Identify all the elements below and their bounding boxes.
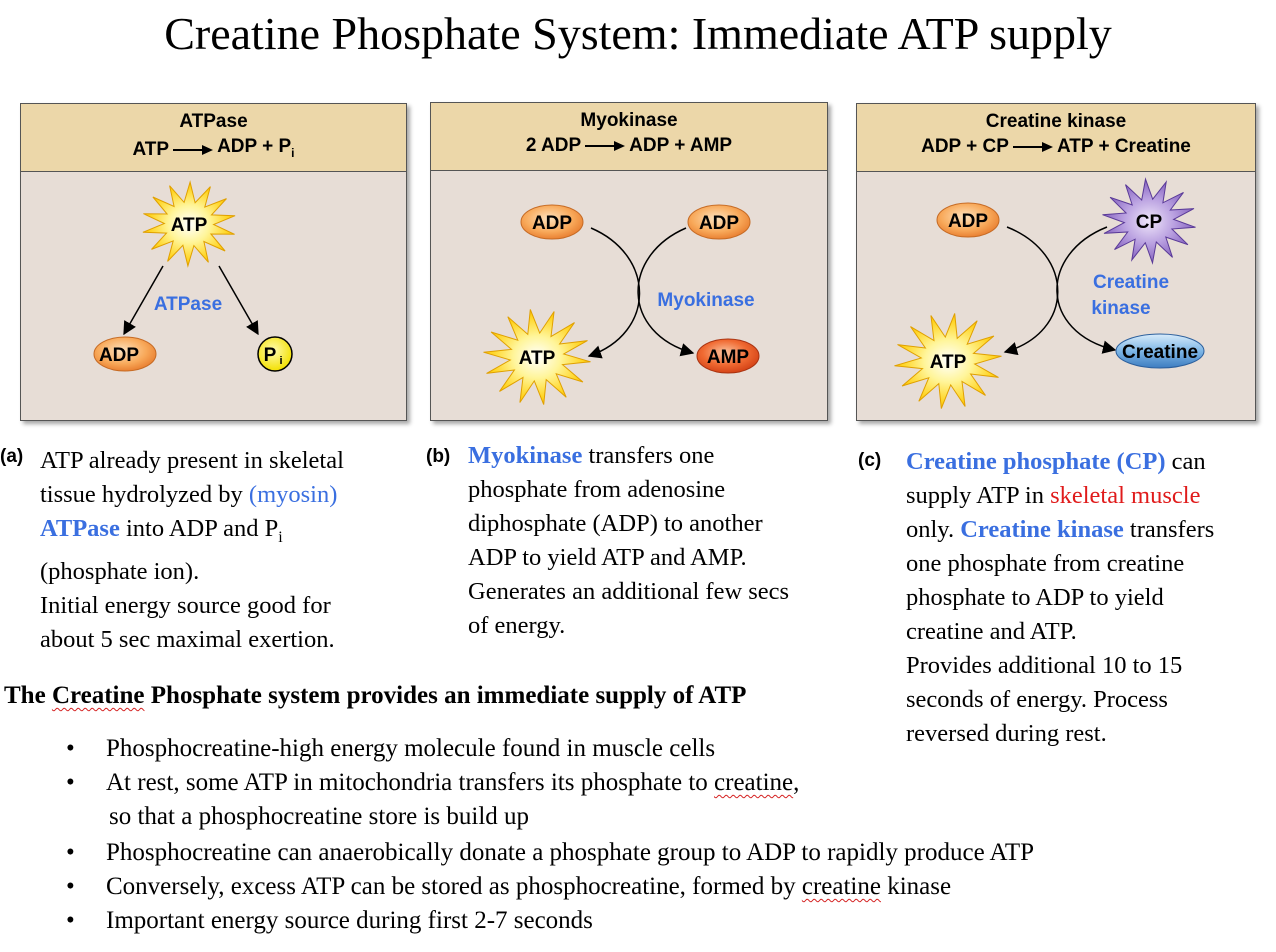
amp-molecule-icon: AMP: [696, 338, 760, 374]
panel-header: Creatine kinase ADP + CP ATP + Creatine: [857, 104, 1255, 172]
node-adp: ADP: [532, 213, 572, 234]
reactants: ATP: [132, 139, 170, 161]
arrow-to-creatine: [1056, 226, 1117, 354]
bullet-icon: •: [66, 769, 75, 796]
arrow-to-pi: [218, 265, 259, 336]
arrow-to-amp: [637, 227, 695, 357]
svg-text:i: i: [279, 355, 282, 367]
caption-c: Creatine phosphate (CP) can supply ATP i…: [906, 448, 1215, 747]
reaction-arrow-icon: [1012, 141, 1053, 152]
enzyme-name: ATPase: [179, 111, 248, 132]
panel-letter-b: (b): [426, 446, 451, 467]
node-amp: AMP: [707, 347, 750, 368]
reactants: ADP + CP: [921, 136, 1009, 157]
bullet-icon: •: [66, 735, 75, 762]
panel-header: ATPase ATP ADP + Pi: [21, 104, 406, 172]
enzyme-name: Myokinase: [580, 110, 678, 131]
bullet-icon: •: [66, 907, 75, 934]
reaction-arrow-icon: [585, 140, 626, 151]
node-creatine: Creatine: [1122, 342, 1198, 363]
creatine-molecule-icon: Creatine: [1115, 333, 1205, 369]
atp-starburst-icon: ATP: [894, 313, 1002, 409]
arrow-to-adp: [123, 265, 164, 336]
node-pi: P: [264, 345, 277, 366]
reactants: 2 ADP: [525, 135, 582, 156]
caption-a: ATP already present in skeletal tissue h…: [40, 447, 344, 653]
creatine-phosphate-starburst-icon: CP: [1102, 177, 1196, 265]
caption-b: Myokinase transfers one phosphate from a…: [468, 442, 790, 639]
reaction-arrow-icon: [173, 144, 214, 155]
panel-creatine-kinase: Creatine kinase ADP + CP ATP + Creatine …: [856, 103, 1256, 421]
enzyme-label: Myokinase: [657, 290, 754, 311]
enzyme-label: ATPase: [154, 294, 222, 315]
panel-letter-a: (a): [0, 446, 24, 467]
products: ADP + AMP: [629, 135, 733, 156]
page-title: Creatine Phosphate System: Immediate ATP…: [164, 8, 1112, 59]
node-atp: ATP: [171, 215, 208, 236]
reaction-equation: 2 ADP ADP + AMP: [431, 133, 827, 158]
bullet-icon: •: [66, 873, 75, 900]
node-atp: ATP: [930, 352, 967, 373]
products: ATP + Creatine: [1056, 136, 1191, 157]
products: ADP + Pi: [217, 136, 295, 160]
reaction-equation: ADP + CP ATP + Creatine: [857, 134, 1255, 159]
summary-heading: The Creatine Phosphate system provides a…: [4, 682, 747, 709]
arrow-to-atp: [587, 227, 641, 359]
adp-molecule-icon: ADP: [936, 202, 1000, 238]
phosphate-ion-icon: P i: [257, 336, 293, 372]
myokinase-diagram: ADP ADP Myokinase ATP AMP: [483, 204, 760, 405]
panel-letter-c: (c): [858, 450, 882, 471]
atp-starburst-icon: ATP: [142, 180, 236, 268]
bullet-icon: •: [66, 839, 75, 866]
panel-atpase: ATPase ATP ADP + Pi ATP ATPase ADP P i: [20, 103, 407, 421]
creatine-kinase-diagram: ADP CP Creatine kinase ATP Creatine: [894, 177, 1205, 409]
adp-molecule-icon: ADP: [93, 336, 157, 372]
enzyme-label: Creatine: [1093, 272, 1169, 293]
node-adp: ADP: [99, 345, 139, 366]
enzyme-label: kinase: [1091, 298, 1150, 319]
panel-myokinase: Myokinase 2 ADP ADP + AMP ADP ADP Myokin…: [430, 102, 828, 421]
adp-molecule-icon: ADP: [687, 204, 751, 240]
node-adp: ADP: [948, 211, 988, 232]
panel-header: Myokinase 2 ADP ADP + AMP: [431, 103, 827, 171]
node-cp: CP: [1136, 212, 1163, 233]
node-atp: ATP: [519, 348, 556, 369]
enzyme-name: Creatine kinase: [985, 111, 1127, 132]
atp-starburst-icon: ATP: [483, 309, 591, 405]
reaction-equation: ATP ADP + Pi: [21, 134, 406, 166]
arrow-to-atp: [1003, 226, 1059, 356]
node-adp: ADP: [699, 213, 739, 234]
adp-molecule-icon: ADP: [520, 204, 584, 240]
atpase-diagram: ATP ATPase ADP P i: [93, 180, 293, 372]
